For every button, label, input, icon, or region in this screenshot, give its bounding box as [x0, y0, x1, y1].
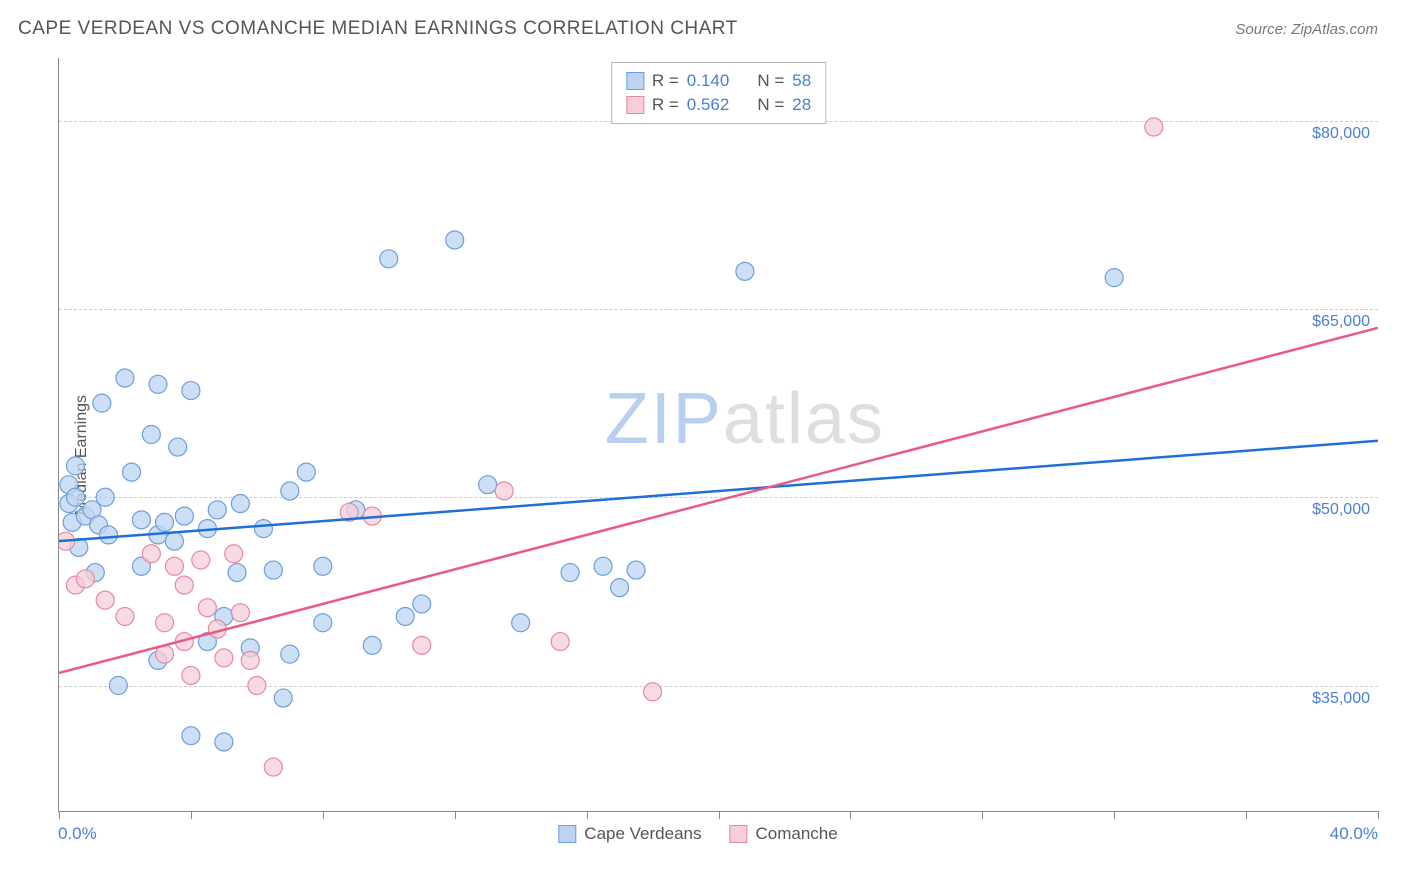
source-attribution: Source: ZipAtlas.com — [1235, 21, 1378, 38]
correlation-legend: R = 0.140 N = 58 R = 0.562 N = 28 — [611, 62, 826, 124]
legend-row-comanche: R = 0.562 N = 28 — [626, 93, 811, 117]
swatch-icon — [626, 96, 644, 114]
swatch-icon — [729, 825, 747, 843]
swatch-icon — [626, 72, 644, 90]
plot-region: ZIPatlas R = 0.140 N = 58 R = 0.562 N = … — [58, 58, 1378, 812]
series-legend: Cape Verdeans Comanche — [558, 824, 837, 844]
trend-lines-layer — [59, 58, 1378, 811]
swatch-icon — [558, 825, 576, 843]
legend-item-cape-verdeans: Cape Verdeans — [558, 824, 701, 844]
x-axis-min-label: 0.0% — [58, 824, 97, 844]
chart-title: CAPE VERDEAN VS COMANCHE MEDIAN EARNINGS… — [18, 18, 738, 40]
legend-item-comanche: Comanche — [729, 824, 837, 844]
legend-row-cape-verdeans: R = 0.140 N = 58 — [626, 69, 811, 93]
chart-header: CAPE VERDEAN VS COMANCHE MEDIAN EARNINGS… — [0, 0, 1406, 50]
chart-area: Median Earnings ZIPatlas R = 0.140 N = 5… — [18, 58, 1378, 852]
x-axis-max-label: 40.0% — [1330, 824, 1378, 844]
